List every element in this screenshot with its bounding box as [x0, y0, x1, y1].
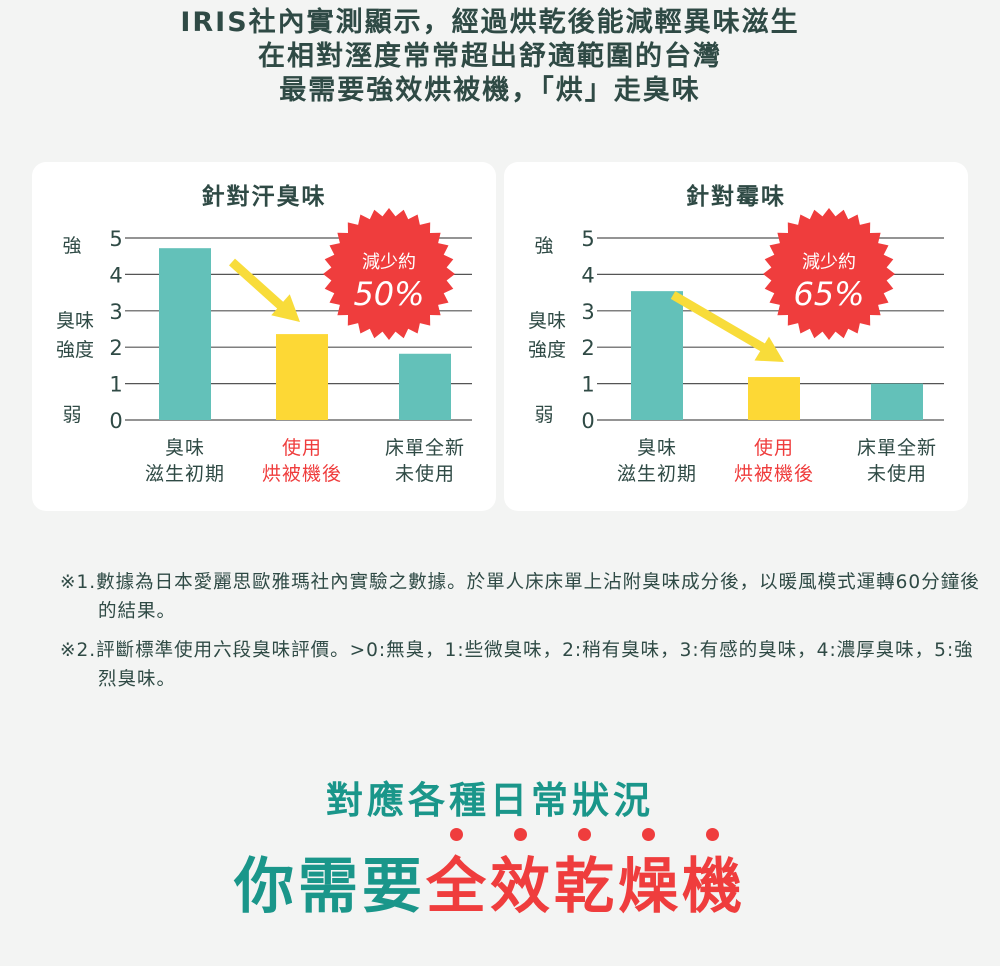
footnotes: ※1.數據為日本愛麗思歐雅瑪社內實驗之數據。於單人床床單上沾附臭味成分後，以暖風…	[60, 568, 980, 704]
y-tick-label: 4	[109, 263, 122, 287]
bar	[748, 377, 800, 420]
badge-value: 50%	[353, 275, 424, 313]
chart-title: 針對霉味	[686, 183, 786, 210]
y-label-strong: 強	[534, 235, 553, 257]
y-label-weak: 弱	[62, 404, 81, 426]
emphasis-char: 機	[682, 828, 746, 925]
category-label: 使用	[282, 437, 322, 459]
arrow-icon	[670, 291, 777, 358]
category-label: 未使用	[867, 463, 927, 485]
category-label: 烘被機後	[262, 463, 342, 485]
bar	[631, 291, 683, 420]
note-2: ※2.評斷標準使用六段臭味評價。>0:無臭，1:些微臭味，2:稍有臭味，3:有感…	[60, 640, 974, 690]
headline: 你需要全效乾燥機	[0, 828, 980, 925]
y-tick-label: 4	[581, 263, 594, 287]
y-tick-label: 1	[581, 373, 594, 397]
starburst-badge	[763, 208, 895, 340]
category-label: 滋生初期	[617, 463, 697, 485]
y-label-mid: 強度	[528, 339, 566, 361]
y-tick-label: 3	[109, 300, 122, 324]
y-label-mid: 臭味	[528, 310, 566, 332]
bar	[399, 353, 451, 420]
starburst-badge	[323, 208, 455, 340]
y-label-weak: 弱	[534, 404, 553, 426]
y-label-mid: 臭味	[56, 310, 94, 332]
bar	[871, 383, 923, 420]
header-line: 最需要強效烘被機，「烘」走臭味	[279, 75, 701, 106]
header-line: 在相對溼度常常超出舒適範圍的台灣	[258, 41, 722, 72]
arrow-head-icon	[754, 336, 784, 362]
badge-value: 65%	[793, 275, 864, 313]
chart-mold: 針對霉味012345強臭味強度弱臭味滋生初期使用烘被機後床單全新未使用減少約65…	[528, 183, 944, 485]
note-1: ※1.數據為日本愛麗思歐雅瑪社內實驗之數據。於單人床床單上沾附臭味成分後，以暖風…	[60, 572, 980, 622]
y-label-strong: 強	[62, 235, 81, 257]
arrow-head-icon	[271, 294, 300, 322]
y-tick-label: 0	[581, 409, 594, 433]
chart-card-mold: 針對霉味 0 1 2 3 4 5 強臭味 強度弱臭味 滋生初期 使用 烘被機後 床單全新 未使用 減少約 65…	[504, 162, 968, 511]
category-label: 使用	[754, 437, 794, 459]
category-label: 烘被機後	[734, 463, 814, 485]
y-tick-label: 5	[581, 227, 594, 251]
y-tick-label: 2	[109, 336, 122, 360]
category-label: 床單全新	[857, 437, 937, 459]
y-tick-label: 2	[581, 336, 594, 360]
category-label: 臭味	[165, 437, 205, 459]
category-label: 臭味	[637, 437, 677, 459]
category-label: 床單全新	[385, 437, 465, 459]
header-line: IRIS社內實測顯示，經過烘乾後能減輕異味滋生	[180, 7, 800, 38]
chart-card-sweat: 針對汗臭味 0 1 2 3 4 5 強臭味 強度弱臭味 滋生初期 使用 烘被機後 床單全新 未使用 減少約 5…	[32, 162, 496, 511]
y-tick-label: 0	[109, 409, 122, 433]
chart-sweat: 針對汗臭味012345強臭味強度弱臭味滋生初期使用烘被機後床單全新未使用減少約5…	[56, 183, 472, 485]
emphasis-char: 全	[426, 828, 490, 925]
headline-prefix: 你需要	[234, 852, 426, 922]
emphasis-char: 乾	[554, 828, 618, 925]
badge-label: 減少約	[362, 252, 416, 273]
bar	[276, 334, 328, 420]
emphasis-char: 效	[490, 828, 554, 925]
y-tick-label: 5	[109, 227, 122, 251]
header-title: IRIS社內實測顯示，經過烘乾後能減輕異味滋生 在相對溼度常常超出舒適範圍的台灣…	[0, 6, 980, 108]
badge-label: 減少約	[802, 252, 856, 273]
y-tick-label: 1	[109, 373, 122, 397]
emphasis-char: 燥	[618, 828, 682, 925]
subtitle: 對應各種日常狀況	[326, 779, 654, 822]
chart-title: 針對汗臭味	[202, 183, 327, 210]
y-label-mid: 強度	[56, 339, 94, 361]
bar	[159, 248, 211, 420]
category-label: 未使用	[395, 463, 455, 485]
category-label: 滋生初期	[145, 463, 225, 485]
y-tick-label: 3	[581, 300, 594, 324]
